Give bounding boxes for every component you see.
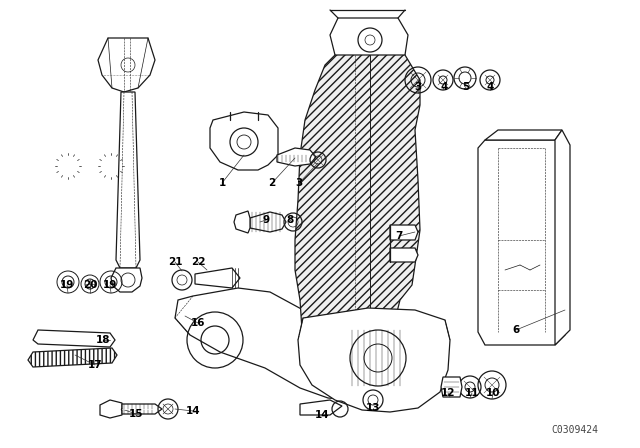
Polygon shape [441,377,462,397]
Polygon shape [330,18,408,65]
Text: 16: 16 [191,318,205,328]
Text: 8: 8 [286,215,294,225]
Text: 3: 3 [296,178,303,188]
Polygon shape [300,400,342,415]
Polygon shape [250,212,286,232]
Text: 4: 4 [486,82,493,92]
Polygon shape [175,288,378,400]
Text: 19: 19 [103,280,117,290]
Polygon shape [234,211,250,233]
Polygon shape [298,308,450,412]
Polygon shape [98,38,155,92]
Polygon shape [390,225,418,240]
Text: 6: 6 [513,325,520,335]
Polygon shape [390,248,418,262]
Polygon shape [295,55,420,390]
Text: 10: 10 [486,388,500,398]
Polygon shape [33,330,115,347]
Polygon shape [122,404,162,414]
Text: 21: 21 [168,257,182,267]
Text: 14: 14 [315,410,330,420]
Text: 12: 12 [441,388,455,398]
Text: 2: 2 [268,178,276,188]
Polygon shape [478,140,565,345]
Text: 17: 17 [88,360,102,370]
Text: 4: 4 [440,82,448,92]
Polygon shape [277,148,316,166]
Text: C0309424: C0309424 [552,425,598,435]
Text: 13: 13 [365,403,380,413]
Polygon shape [195,268,240,288]
Text: 14: 14 [186,406,200,416]
Text: 9: 9 [262,215,269,225]
Text: 5: 5 [462,82,470,92]
Polygon shape [555,130,570,345]
Text: 15: 15 [129,409,143,419]
Polygon shape [111,268,142,292]
Text: 22: 22 [191,257,205,267]
Text: 11: 11 [465,388,479,398]
Text: 7: 7 [396,231,403,241]
Polygon shape [116,92,140,268]
Polygon shape [485,130,562,140]
Text: 3: 3 [414,82,422,92]
Text: 18: 18 [96,335,110,345]
Polygon shape [210,112,278,170]
Polygon shape [100,400,122,418]
Polygon shape [28,348,117,367]
Text: 19: 19 [60,280,74,290]
Text: 1: 1 [218,178,226,188]
Text: 20: 20 [83,280,97,290]
